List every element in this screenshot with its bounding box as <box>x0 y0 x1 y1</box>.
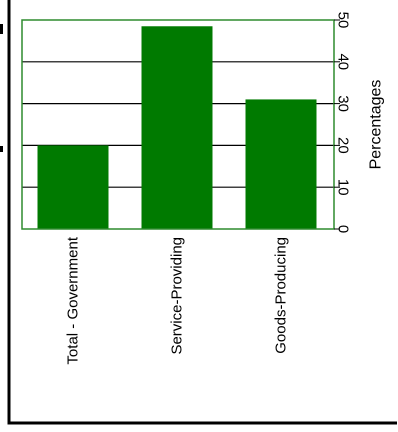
tick-label: 40 <box>335 53 352 70</box>
bar <box>245 99 317 229</box>
tick-label: 50 <box>335 12 352 29</box>
bars <box>37 26 317 229</box>
bar <box>37 145 109 229</box>
cropped-mark-mid <box>0 146 3 152</box>
category-label: Total - Government <box>65 236 82 364</box>
tick-label: 10 <box>335 179 352 196</box>
value-axis-tick-labels: 0 10 20 30 40 50 <box>335 12 352 234</box>
category-label: Service-Providing <box>169 237 186 355</box>
bar <box>141 26 213 229</box>
plot-frame <box>21 19 335 230</box>
category-labels: Total - Government Service-Providing Goods… <box>65 236 290 364</box>
value-axis-label: Percentages <box>368 80 385 170</box>
outer-frame <box>7 0 397 425</box>
tick-label: 20 <box>335 137 352 154</box>
value-axis-ticks <box>334 19 340 230</box>
cropped-mark-top <box>0 24 3 34</box>
tick-label: 30 <box>335 95 352 112</box>
category-label: Goods-Producing <box>273 237 290 354</box>
tick-label: 0 <box>335 225 352 233</box>
